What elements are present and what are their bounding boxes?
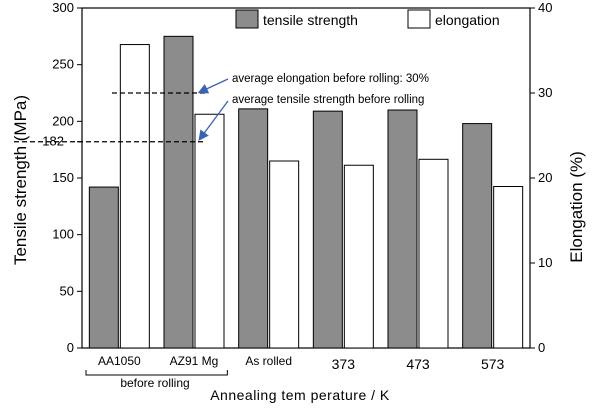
- annotation-tensile-avg: average tensile strength before rolling: [232, 94, 424, 106]
- group-bracket-before-rolling: [85, 370, 228, 376]
- arrow-tensile-annotation: [198, 100, 229, 141]
- bar-elongation-3: [343, 164, 374, 349]
- bar-tensile-2: [238, 108, 269, 349]
- bar-tensile-5: [462, 123, 493, 349]
- plot-layer: 0 50 100 150 200 250 300 182 0 10 20 30 40 AA1050 AZ91…: [14, 0, 552, 376]
- bar-elongation-2: [269, 160, 300, 349]
- bar-elongation-5: [493, 186, 524, 349]
- y-left-tick-label: 0: [67, 340, 74, 355]
- bar-tensile-0: [88, 186, 119, 349]
- y-left-tick-label: 200: [52, 113, 74, 128]
- y-left-tick-label: 100: [52, 227, 74, 242]
- annotation-elongation-avg: average elongation before rolling: 30%: [232, 73, 429, 85]
- x-category-label-3: 373: [332, 356, 356, 372]
- y-left-tick-label: 300: [52, 0, 74, 15]
- x-axis-title: Annealing tem perature / K: [210, 387, 390, 403]
- y-left-tick-label: 250: [52, 57, 74, 72]
- y-right-tick-label: 30: [538, 85, 552, 100]
- y-right-tick-label: 40: [538, 0, 552, 15]
- y-left-tick-label-182: 182: [42, 134, 64, 149]
- y-right-tick-label: 0: [538, 340, 545, 355]
- y-left-tick-label: 50: [60, 283, 74, 298]
- bar-elongation-0: [119, 44, 150, 349]
- legend-elongation-swatch: [407, 9, 431, 29]
- bar-tensile-3: [312, 110, 343, 349]
- x-category-label-0: AA1050: [98, 354, 141, 368]
- bar-elongation-1: [194, 113, 225, 349]
- legend-tensile-label: tensile strength: [263, 12, 358, 28]
- legend-tensile-swatch: [235, 9, 259, 29]
- bar-elongation-4: [418, 158, 449, 349]
- group-label-before-rolling: before rolling: [120, 376, 189, 390]
- y-axis-left-title: Tensile strength (MPa): [11, 95, 30, 265]
- x-category-label-5: 573: [481, 356, 505, 372]
- x-category-label-1: AZ91 Mg: [170, 354, 219, 368]
- y-right-tick-label: 20: [538, 170, 552, 185]
- y-right-tick-label: 10: [538, 255, 552, 270]
- bar-tensile-1: [163, 35, 194, 349]
- x-category-label-4: 473: [406, 356, 430, 372]
- x-category-label-2: As rolled: [245, 354, 292, 368]
- legend-elongation-label: elongation: [435, 12, 500, 28]
- arrow-elongation-annotation: [197, 78, 229, 94]
- bar-tensile-4: [387, 109, 418, 349]
- y-axis-right-title: Elongation (%): [567, 151, 586, 263]
- y-left-tick-label: 150: [52, 170, 74, 185]
